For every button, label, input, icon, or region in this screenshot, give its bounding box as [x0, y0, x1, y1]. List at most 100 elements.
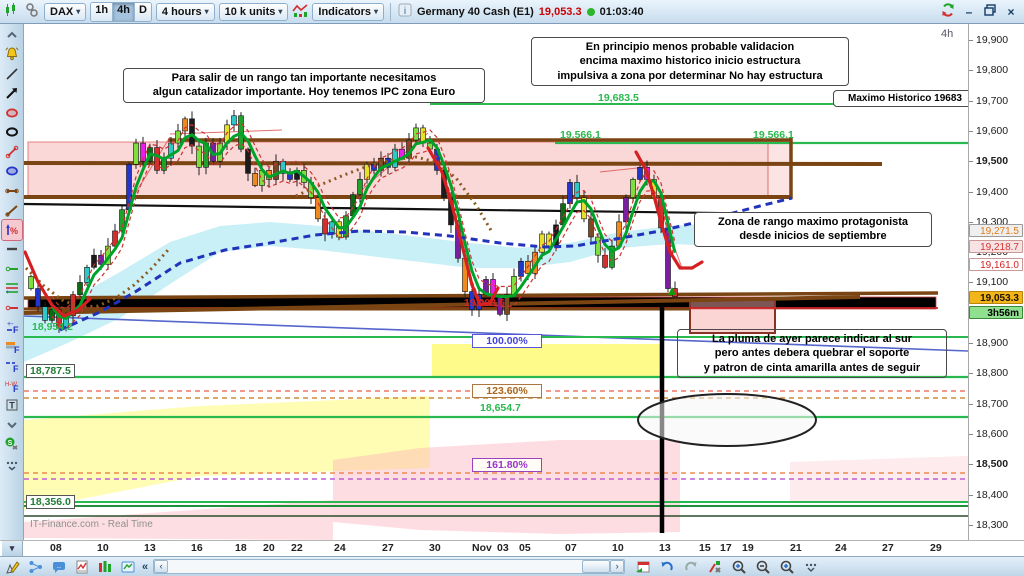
alarm-bell-icon[interactable]	[2, 45, 22, 65]
level-label-19566-left[interactable]: 19,566.1	[560, 129, 601, 141]
level-label-19003[interactable]: 19,003.6	[464, 297, 505, 309]
zoom-fit-icon[interactable]	[730, 559, 748, 575]
date-tick: 20	[263, 542, 275, 554]
annotation-maximo-historico[interactable]: Maximo Historico 19683	[833, 90, 977, 107]
fib-label-123[interactable]: 123.60%	[472, 384, 542, 398]
indicators-dropdown[interactable]: Indicators ▾	[312, 2, 384, 21]
price-tick: 18,500	[968, 458, 1009, 471]
annotation-catalizador[interactable]: Para salir de un rango tan importante ne…	[123, 68, 485, 103]
tf-4h-button[interactable]: 4h	[113, 2, 135, 21]
trend-line-brown	[24, 161, 883, 166]
share-icon[interactable]	[27, 559, 45, 575]
zoom-in-icon[interactable]	[778, 559, 796, 575]
ellipse-blue-tool-icon[interactable]	[2, 162, 22, 182]
level-label-19566-right[interactable]: 19,566.1	[753, 129, 794, 141]
chart-settings-icon[interactable]	[706, 559, 724, 575]
fib-time-tool-icon[interactable]: F	[2, 357, 22, 377]
svg-text:...: ...	[56, 564, 61, 570]
svg-text:+-: +-	[7, 321, 14, 328]
ma-envelope-upper	[51, 122, 676, 310]
scroll-right-arrow-icon[interactable]: ›	[610, 560, 625, 573]
units-dropdown[interactable]: 10 k units ▾	[218, 2, 289, 21]
band-yellow-left	[24, 396, 430, 510]
ma-green	[50, 131, 677, 320]
annotation-line: encima maximo historico inicio estructur…	[579, 55, 801, 68]
tf-d-button[interactable]: D	[134, 2, 151, 21]
link-icon[interactable]	[24, 2, 40, 21]
quote-strip: Germany 40 Cash (E1) 19,053.3 01:03:40	[417, 6, 644, 18]
arrow-tool-icon[interactable]	[2, 84, 22, 104]
percent-tool-icon[interactable]: %	[0, 219, 23, 241]
hline-green-tool-icon[interactable]	[2, 259, 22, 279]
indicators-label: Indicators	[318, 5, 371, 18]
trendline-tool-icon[interactable]	[2, 64, 22, 84]
collapse-left-icon[interactable]: «	[142, 560, 149, 573]
date-tick: 10	[612, 542, 624, 554]
rail-scroll-down-icon[interactable]: ▾	[2, 541, 23, 556]
chart-scrollbar[interactable]: ‹ ›	[153, 559, 626, 574]
hline-dark-tool-icon[interactable]	[2, 240, 22, 260]
level-label-18787[interactable]: 18,787.5	[26, 364, 75, 378]
annotation-pluma[interactable]: La pluma de ayer parece indicar al sur p…	[677, 329, 947, 378]
annotation-line: Zona de rango maximo protagonista	[717, 216, 909, 228]
hline-red-tool-icon[interactable]	[2, 298, 22, 318]
price-tick: 18,600	[968, 428, 1009, 441]
drawing-tool-rail: % + +- F F F H-W F T S	[0, 24, 24, 540]
restore-button[interactable]	[982, 2, 998, 21]
scroll-left-arrow-icon[interactable]: ‹	[154, 560, 169, 573]
ellipse-black-tool-icon[interactable]	[2, 123, 22, 143]
info-icon[interactable]: i	[397, 2, 413, 21]
bottom-toolbar: ... « ‹ ›	[0, 556, 1024, 576]
fib-label-100[interactable]: 100.00%	[472, 334, 542, 348]
level-label-18654[interactable]: 18,654.7	[480, 402, 521, 414]
segment-red-tool-icon[interactable]	[2, 142, 22, 162]
level-label-18954[interactable]: 18,954.2	[32, 321, 73, 333]
fib-projection-tool-icon[interactable]: H-W F	[2, 376, 22, 396]
fib-label-161[interactable]: 161.80%	[472, 458, 542, 472]
undo-icon[interactable]	[658, 559, 676, 575]
annotation-validacion[interactable]: En principio menos probable validacion e…	[531, 37, 849, 86]
minimize-button[interactable]: –	[965, 4, 973, 19]
date-tick: 10	[97, 542, 109, 554]
period-dropdown[interactable]: 4 hours ▾	[155, 2, 215, 21]
time-axis[interactable]: ▾ 08 10 13 16 18 20 22 24 27 30 Nov 03 05 07 10 13 15 17 19…	[0, 540, 1024, 557]
tf-1h-button[interactable]: 1h	[91, 2, 114, 21]
fib-retracement-tool-icon[interactable]: +	[2, 279, 22, 299]
volume-bars-icon[interactable]	[96, 559, 114, 575]
segment-brown-tool-icon[interactable]	[2, 181, 22, 201]
annotation-zona-rango[interactable]: Zona de rango maximo protagonista desde …	[694, 212, 932, 247]
fib-expansion-tool-icon[interactable]: +- F	[2, 318, 22, 338]
timeframe-segment: 1h 4h D	[90, 1, 152, 22]
comment-icon[interactable]: ...	[50, 559, 68, 575]
news-icon[interactable]	[73, 559, 91, 575]
fib-zone-tool-icon[interactable]: F	[2, 337, 22, 357]
instrument-name: Germany 40 Cash (E1)	[417, 5, 534, 18]
chart-window-icon[interactable]	[119, 559, 137, 575]
close-button[interactable]: ×	[1007, 4, 1015, 19]
level-label-18356[interactable]: 18,356.0	[26, 495, 75, 509]
text-tool-icon[interactable]: T	[2, 396, 22, 416]
redo-icon[interactable]	[682, 559, 700, 575]
more-tools-icon[interactable]	[2, 454, 22, 474]
ray-brown-tool-icon[interactable]	[2, 201, 22, 221]
collapse-chevron-icon[interactable]	[2, 415, 22, 435]
scroll-up-icon[interactable]	[2, 25, 22, 45]
annotation-line: La pluma de ayer parece indicar al sur	[712, 333, 912, 345]
more-options-icon[interactable]	[802, 559, 820, 575]
symbol-dropdown[interactable]: DAX ▾	[44, 2, 87, 21]
price-tick: 18,800	[968, 367, 1009, 380]
backtest-tool-icon[interactable]: S	[2, 435, 22, 455]
clock-time: 01:03:40	[599, 5, 644, 18]
price-axis[interactable]: 19,900 19,800 19,700 19,600 19,500 19,400 19,3…	[968, 24, 1024, 540]
indicators-chart-icon	[292, 2, 308, 21]
level-label-19683[interactable]: 19,683.5	[598, 92, 639, 104]
zoom-out-icon[interactable]	[754, 559, 772, 575]
ellipse-red-tool-icon[interactable]	[2, 103, 22, 123]
date-tick: 27	[882, 542, 894, 554]
draw-mode-icon[interactable]	[4, 559, 22, 575]
calendar-icon[interactable]	[634, 559, 652, 575]
date-tick: 29	[930, 542, 942, 554]
refresh-icon[interactable]	[940, 2, 956, 21]
scrollbar-thumb[interactable]	[582, 560, 611, 573]
